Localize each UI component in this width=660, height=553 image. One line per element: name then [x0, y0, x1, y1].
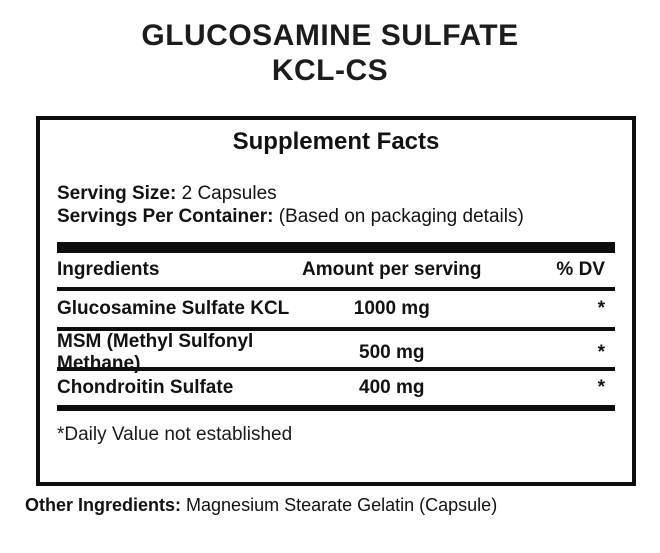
other-ingredients-label: Other Ingredients:: [25, 495, 182, 515]
product-title: GLUCOSAMINE SULFATE KCL-CS: [0, 18, 660, 88]
ingredient-dv: *: [597, 298, 605, 319]
product-title-line2: KCL-CS: [271, 54, 389, 87]
table-row: Glucosamine Sulfate KCL 1000 mg *: [57, 291, 615, 331]
serving-info: Serving Size: 2 Capsules Servings Per Co…: [57, 182, 615, 228]
ingredient-dv: *: [597, 377, 605, 398]
other-ingredients-value: Magnesium Stearate Gelatin (Capsule): [186, 495, 498, 515]
supplement-facts-heading: Supplement Facts: [232, 128, 440, 155]
servings-per-container-value: (Based on packaging details): [278, 206, 524, 227]
column-header-dv: % DV: [556, 259, 605, 280]
column-header-ingredients: Ingredients: [57, 259, 160, 280]
serving-size-line: Serving Size: 2 Capsules: [57, 182, 615, 205]
column-header-amount: Amount per serving: [302, 259, 482, 280]
ingredient-name: Chondroitin Sulfate: [57, 377, 234, 398]
ingredient-amount: 500 mg: [359, 342, 425, 363]
servings-per-container-label: Servings Per Container:: [57, 206, 274, 227]
serving-size-value: 2 Capsules: [181, 183, 277, 204]
supplement-facts-panel: Supplement Facts Serving Size: 2 Capsule…: [36, 116, 636, 486]
table-header-row: Ingredients Amount per serving % DV: [57, 253, 615, 291]
servings-per-container-line: Servings Per Container: (Based on packag…: [57, 205, 615, 228]
daily-value-footnote: *Daily Value not established: [57, 424, 293, 445]
ingredient-dv: *: [597, 342, 605, 363]
serving-size-label: Serving Size:: [57, 183, 177, 204]
table-row: Chondroitin Sulfate 400 mg *: [57, 371, 615, 411]
other-ingredients-line: Other Ingredients: Magnesium Stearate Ge…: [25, 493, 497, 517]
ingredient-amount: 400 mg: [359, 377, 425, 398]
ingredient-name: Glucosamine Sulfate KCL: [57, 298, 290, 319]
ingredient-name: MSM (Methyl Sulfonyl Methane): [57, 331, 254, 374]
table-row: MSM (Methyl Sulfonyl Methane) 500 mg *: [57, 331, 615, 374]
product-title-line1: GLUCOSAMINE SULFATE: [141, 19, 519, 52]
ingredient-amount: 1000 mg: [353, 298, 430, 319]
thick-divider-bar: [57, 242, 615, 253]
